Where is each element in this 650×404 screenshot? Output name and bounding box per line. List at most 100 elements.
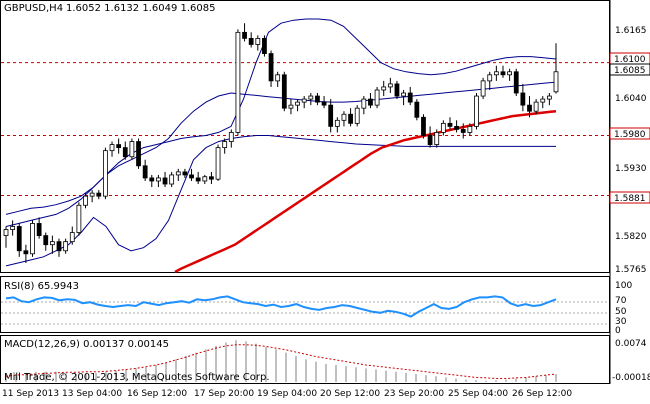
candle-body[interactable]: [116, 144, 122, 149]
candle-body[interactable]: [354, 107, 360, 124]
candle-body[interactable]: [281, 74, 287, 109]
candle-body[interactable]: [440, 122, 446, 133]
candle-body[interactable]: [533, 101, 539, 112]
candle-body[interactable]: [368, 98, 373, 106]
bollinger-lower-band: [5, 135, 556, 267]
macd-tick: -0.00018: [612, 373, 650, 383]
candle-body[interactable]: [175, 171, 181, 176]
candle-body[interactable]: [334, 119, 340, 127]
support-resistance-levels: [1, 62, 609, 197]
candle-body[interactable]: [142, 165, 148, 179]
candle-body[interactable]: [480, 80, 486, 97]
candle-body[interactable]: [414, 101, 420, 118]
candle-body[interactable]: [156, 177, 161, 182]
candle-body[interactable]: [321, 101, 327, 106]
candle-body[interactable]: [288, 104, 294, 109]
candle-body[interactable]: [96, 192, 102, 197]
candle-body[interactable]: [69, 232, 75, 243]
candle-body[interactable]: [308, 95, 314, 100]
copyright-text: Mill Trade, © 2001-2013, MetaQuotes Soft…: [4, 372, 270, 383]
candle-body[interactable]: [540, 98, 546, 103]
level-tag-1.5980: 1.5980: [614, 130, 646, 140]
current-price-box: [609, 63, 650, 76]
candle-body[interactable]: [401, 92, 406, 97]
candle-body[interactable]: [348, 113, 353, 124]
candle-body[interactable]: [202, 176, 208, 182]
candle-body[interactable]: [215, 147, 221, 180]
candle-body[interactable]: [136, 141, 141, 167]
candle-body[interactable]: [36, 223, 42, 236]
candle-body[interactable]: [474, 95, 479, 127]
rsi-axis: 100 70 50 30 0: [615, 281, 632, 336]
candle-body[interactable]: [374, 89, 380, 106]
candle-body[interactable]: [434, 132, 440, 145]
candle-body[interactable]: [162, 177, 168, 185]
candle-body[interactable]: [315, 95, 320, 103]
candle-body[interactable]: [546, 95, 552, 100]
candle-body[interactable]: [103, 150, 108, 197]
candle-body[interactable]: [507, 71, 513, 76]
candle-body[interactable]: [89, 192, 95, 197]
candle-body[interactable]: [487, 74, 493, 82]
candlesticks[interactable]: [3, 23, 559, 263]
candle-body[interactable]: [295, 101, 300, 106]
candle-body[interactable]: [222, 141, 228, 149]
candle-body[interactable]: [275, 74, 281, 82]
candle-body[interactable]: [83, 195, 88, 206]
candle-body[interactable]: [43, 235, 49, 246]
candle-body[interactable]: [493, 71, 499, 76]
candle-body[interactable]: [255, 38, 261, 45]
candle-body[interactable]: [394, 83, 400, 97]
candle-body[interactable]: [235, 31, 241, 133]
candle-body[interactable]: [30, 223, 35, 255]
candle-body[interactable]: [209, 176, 214, 180]
candle-body[interactable]: [182, 171, 188, 176]
candle-body[interactable]: [467, 125, 473, 133]
candle-body[interactable]: [500, 71, 506, 76]
candle-body[interactable]: [129, 141, 135, 158]
candle-body[interactable]: [169, 174, 175, 185]
price-pane[interactable]: [0, 0, 610, 273]
candle-body[interactable]: [341, 113, 347, 121]
candle-body[interactable]: [387, 83, 393, 88]
candle-body[interactable]: [149, 177, 155, 182]
candle-body[interactable]: [242, 31, 247, 39]
candle-body[interactable]: [301, 98, 307, 103]
candle-body[interactable]: [16, 226, 22, 252]
candle-body[interactable]: [189, 174, 194, 179]
price-axis: 1.6165 1.6040 1.5930 1.5820 1.5765: [615, 26, 647, 275]
candle-body[interactable]: [195, 177, 201, 182]
candle-body[interactable]: [553, 71, 559, 93]
candle-body[interactable]: [407, 92, 413, 103]
candle-body[interactable]: [513, 71, 519, 94]
candle-body[interactable]: [421, 116, 426, 136]
bollinger-middle-band: [5, 81, 557, 227]
candle-body[interactable]: [23, 250, 29, 255]
candle-body[interactable]: [460, 129, 466, 133]
candle-body[interactable]: [76, 204, 82, 233]
candle-body[interactable]: [520, 92, 526, 106]
candle-body[interactable]: [427, 135, 433, 145]
time-label: 20 Sep 12:00: [320, 389, 380, 399]
candle-body[interactable]: [454, 125, 459, 130]
candle-body[interactable]: [328, 104, 334, 127]
candle-body[interactable]: [56, 241, 62, 252]
candle-body[interactable]: [228, 132, 234, 142]
candle-body[interactable]: [63, 241, 69, 252]
candle-body[interactable]: [361, 98, 367, 109]
candle-body[interactable]: [122, 147, 128, 158]
candle-body[interactable]: [3, 229, 9, 236]
candle-body[interactable]: [268, 53, 274, 82]
candle-body[interactable]: [10, 226, 16, 230]
candle-body[interactable]: [381, 86, 387, 91]
price-tick: 1.5765: [615, 265, 647, 275]
candle-body[interactable]: [447, 122, 453, 127]
candle-body[interactable]: [248, 38, 254, 45]
candle-body[interactable]: [49, 241, 55, 246]
candle-body[interactable]: [109, 144, 115, 152]
candle-body[interactable]: [262, 38, 267, 54]
candle-body[interactable]: [527, 104, 532, 112]
time-label: 17 Sep 20:00: [194, 389, 254, 399]
